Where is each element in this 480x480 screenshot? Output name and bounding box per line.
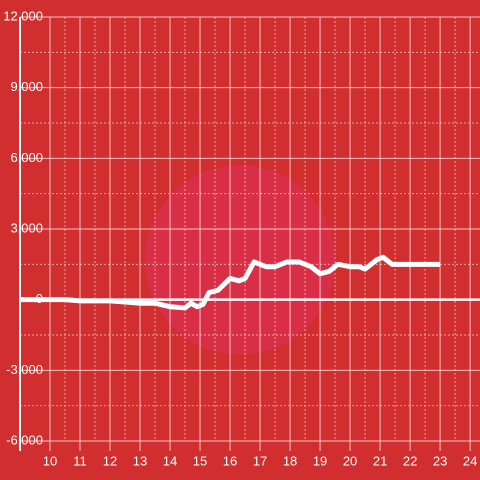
x-tick-label: 19 bbox=[313, 453, 327, 468]
watermark bbox=[145, 165, 335, 355]
y-tick-label: -6,000 bbox=[6, 432, 43, 447]
x-tick-label: 12 bbox=[103, 453, 117, 468]
x-tick-label: 20 bbox=[343, 453, 357, 468]
x-tick-label: 17 bbox=[253, 453, 267, 468]
x-tick-label: 24 bbox=[463, 453, 477, 468]
x-tick-label: 21 bbox=[373, 453, 387, 468]
y-tick-label: 3,000 bbox=[10, 220, 43, 235]
y-tick-label: 12,000 bbox=[3, 8, 43, 23]
y-tick-label: -3,000 bbox=[6, 362, 43, 377]
x-tick-label: 18 bbox=[283, 453, 297, 468]
y-tick-label: 9,000 bbox=[10, 79, 43, 94]
x-tick-label: 23 bbox=[433, 453, 447, 468]
data-line bbox=[20, 254, 441, 311]
x-tick-label: 10 bbox=[43, 453, 57, 468]
x-tick-label: 14 bbox=[163, 453, 177, 468]
y-tick-label: 6,000 bbox=[10, 150, 43, 165]
x-tick-label: 11 bbox=[73, 453, 87, 468]
x-tick-label: 15 bbox=[193, 453, 207, 468]
x-tick-label: 13 bbox=[133, 453, 147, 468]
x-tick-label: 16 bbox=[223, 453, 237, 468]
x-tick-label: 22 bbox=[403, 453, 417, 468]
